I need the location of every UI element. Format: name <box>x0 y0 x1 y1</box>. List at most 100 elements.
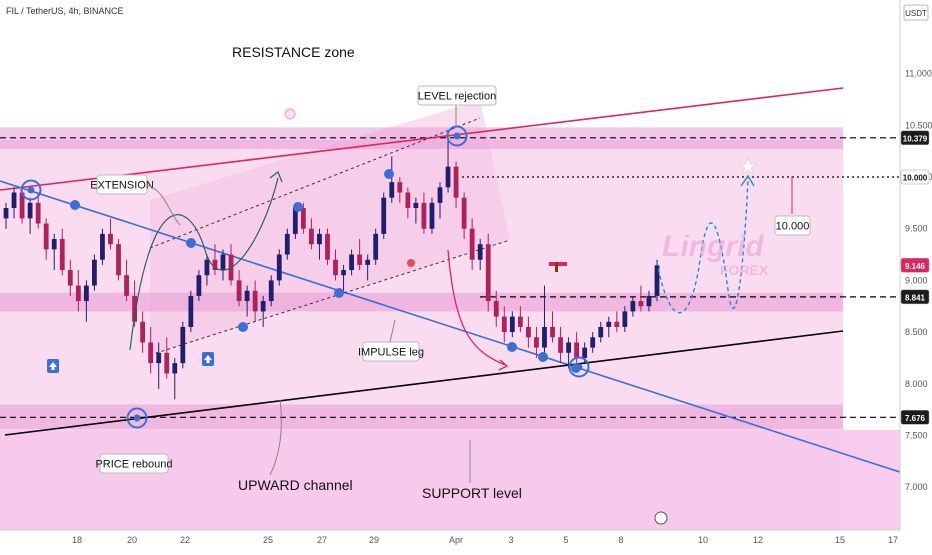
candle-body <box>437 187 443 203</box>
x-tick-label: 29 <box>369 535 379 545</box>
forecast-arrowhead <box>740 174 755 187</box>
extension-arrowhead <box>269 171 283 183</box>
candle-body <box>59 239 65 271</box>
touch-point-3 <box>293 202 303 212</box>
candle-body <box>381 197 387 234</box>
candle-body <box>534 337 539 348</box>
touch-point-1 <box>186 238 196 248</box>
y-tick-label: 8.500 <box>905 327 928 337</box>
price-label: 7.676 <box>905 414 926 423</box>
y-tick-label: 7.500 <box>905 431 928 441</box>
price-label-box <box>900 130 930 146</box>
candle-body <box>67 270 73 286</box>
candle-body <box>526 326 531 338</box>
candle-body <box>349 254 354 271</box>
candle-body <box>550 326 555 338</box>
candle-body <box>325 233 330 260</box>
support-level-label: SUPPORT level <box>422 485 522 501</box>
highlight-dot-0 <box>27 186 35 194</box>
touch-point-5 <box>384 169 394 179</box>
candle-body <box>292 208 298 234</box>
candle-body <box>558 337 563 353</box>
candle-body <box>19 192 25 219</box>
candle-body <box>276 254 282 281</box>
candle-body <box>132 295 137 322</box>
impulse-leg-label-box <box>362 341 420 362</box>
candle-body <box>140 321 146 343</box>
candle-body <box>582 347 588 358</box>
price-rebound-label: PRICE rebound <box>95 459 172 471</box>
hammer-handle-icon <box>555 262 558 272</box>
candle-body <box>180 326 186 364</box>
x-tick-label: 5 <box>563 535 568 545</box>
candle-body <box>148 342 154 364</box>
candle-body <box>236 280 242 302</box>
x-tick-label: 3 <box>508 535 513 545</box>
x-tick-label: 8 <box>618 535 623 545</box>
extension-projection <box>129 177 279 351</box>
price-label: 10.000 <box>903 174 928 183</box>
highlight-dot-1 <box>133 414 141 422</box>
candle-body <box>453 166 459 198</box>
highlight-circle-0 <box>20 179 42 201</box>
candle-body <box>100 233 105 260</box>
highlight-circle-1 <box>126 407 148 429</box>
impulse-leg-label: IMPULSE leg <box>358 347 424 359</box>
price-label-box <box>900 169 930 185</box>
time-axis <box>0 530 932 550</box>
touch-point-4 <box>334 288 344 298</box>
y-tick-label: 9.500 <box>905 224 928 234</box>
candle-body <box>188 295 194 327</box>
y-tick-label: 11.000 <box>905 69 932 79</box>
y-tick-label: 7.000 <box>905 482 928 492</box>
up-arrow-glyph <box>204 355 212 363</box>
channel-pointer <box>269 399 282 476</box>
candle-body <box>421 202 427 229</box>
candle-body <box>164 352 170 374</box>
price-label: 10.379 <box>903 134 928 143</box>
level-rejection-label-box <box>417 85 497 106</box>
candle-body <box>124 275 129 296</box>
candle-body <box>27 202 33 219</box>
candle-body <box>204 259 210 276</box>
candle-body <box>108 233 113 245</box>
price-label: 9.146 <box>905 262 926 271</box>
x-tick-label: 25 <box>263 535 273 545</box>
lower-pink-area <box>0 430 900 530</box>
candle-body <box>341 270 346 276</box>
support-trendline <box>4 330 844 436</box>
descending-trendline <box>0 180 904 474</box>
x-tick-label: 15 <box>835 535 845 545</box>
candle-body <box>51 239 57 250</box>
x-tick-label: 17 <box>888 535 898 545</box>
currency-label: USDT <box>905 9 927 18</box>
y-tick-label: 8.000 <box>905 379 928 389</box>
x-tick-label: 22 <box>180 535 190 545</box>
candle-body <box>116 244 121 276</box>
highlight-dot-2 <box>453 132 461 140</box>
candle-body <box>477 244 483 260</box>
candle-body <box>284 233 290 255</box>
candle-body <box>614 321 620 327</box>
channel-lower-line <box>149 239 511 356</box>
price-label-box <box>900 258 930 273</box>
candle-body <box>646 295 652 307</box>
candle-body <box>300 208 306 229</box>
extension-label: EXTENSION <box>90 180 154 192</box>
touch-point-6 <box>507 342 517 352</box>
target-value-label-box <box>774 215 811 236</box>
candle-body <box>590 337 596 348</box>
level-rejection-label: LEVEL rejection <box>418 91 496 103</box>
candle-body <box>429 202 435 229</box>
candle-body <box>260 301 266 312</box>
price-label-box <box>900 410 930 425</box>
candle-body <box>196 275 202 296</box>
candle-body <box>252 290 258 312</box>
highlight-dot-3 <box>575 363 583 371</box>
candle-body <box>373 233 379 260</box>
candle-body <box>445 166 451 188</box>
candle-body <box>365 259 371 265</box>
candle-body <box>357 254 363 265</box>
target-value-label: 10.000 <box>776 221 810 233</box>
